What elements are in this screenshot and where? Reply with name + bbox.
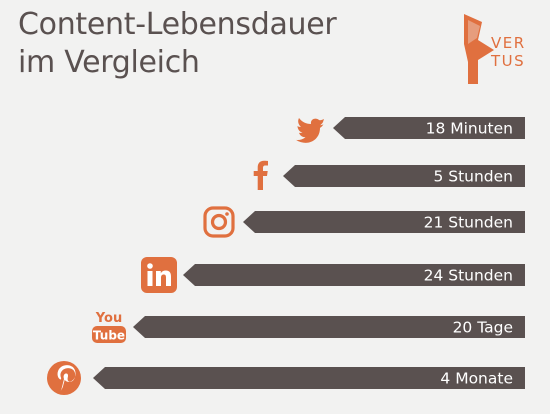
svg-text:You: You: [95, 311, 122, 326]
facebook-icon: [253, 160, 268, 190]
logo-text-1: VER: [491, 34, 526, 52]
logo-mark: [464, 14, 494, 84]
bar-linkedin: [183, 264, 525, 286]
bars-group: 18 Minuten 5 Stunden 21 Stunden 24 Stunden 2…: [93, 117, 525, 389]
bar-label-linkedin: 24 Stunden: [424, 267, 513, 285]
bar-label-instagram: 21 Stunden: [424, 214, 513, 232]
svg-text:Tube: Tube: [93, 329, 125, 343]
instagram-icon: [203, 206, 235, 238]
pinterest-icon: [47, 361, 81, 395]
bar-label-facebook: 5 Stunden: [433, 168, 513, 186]
title-line-1: Content-Lebensdauer: [18, 7, 337, 42]
bar-instagram: [243, 211, 525, 233]
bar-label-youtube: 20 Tage: [453, 319, 513, 337]
linkedin-icon: [141, 257, 177, 293]
logo-text-2: TUS: [491, 52, 526, 70]
icons-group: You Tube: [47, 118, 324, 395]
chart-title: Content-Lebensdauer im Vergleich: [18, 6, 337, 82]
twitter-icon: [296, 118, 324, 143]
bar-twitter: [333, 117, 525, 139]
bar-label-pinterest: 4 Monate: [440, 370, 513, 388]
vertus-logo: VER TUS: [464, 14, 536, 84]
bar-label-twitter: 18 Minuten: [426, 120, 513, 138]
youtube-icon: You Tube: [92, 311, 126, 343]
bar-pinterest: [93, 367, 525, 389]
bar-facebook: [283, 165, 525, 187]
title-line-2: im Vergleich: [18, 45, 200, 80]
bar-youtube: [133, 316, 525, 338]
